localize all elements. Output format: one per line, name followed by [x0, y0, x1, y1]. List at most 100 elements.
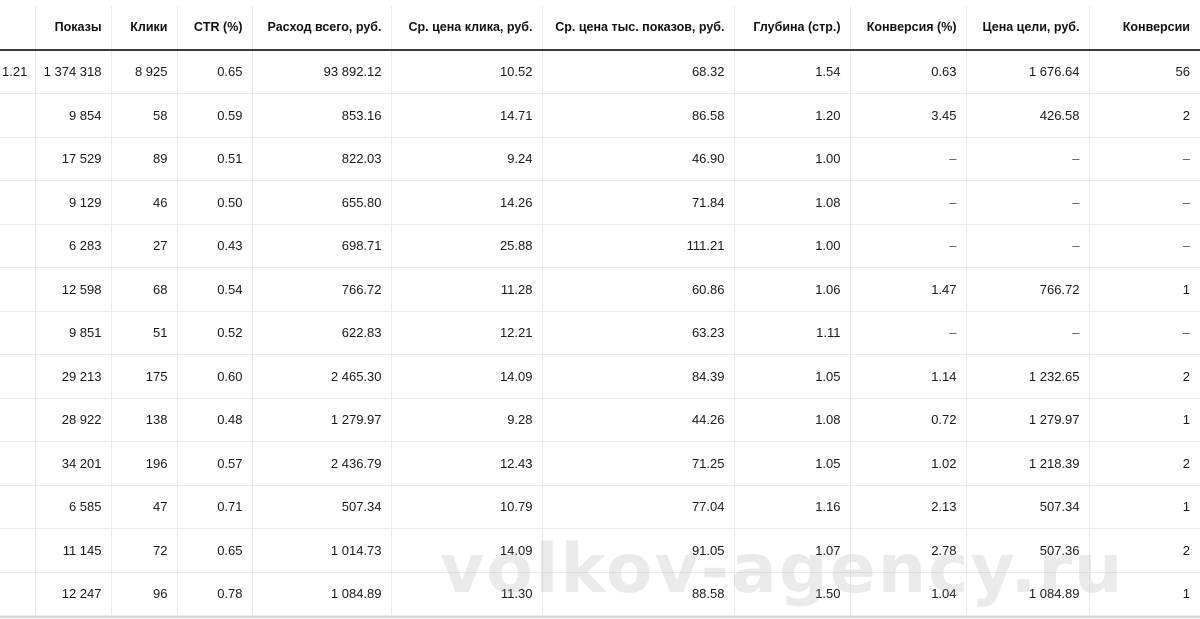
table-cell: – — [850, 311, 967, 355]
table-cell: 1 232.65 — [966, 354, 1090, 399]
table-cell: 9 851 — [35, 311, 112, 355]
totals-cell: 68.32 — [542, 49, 735, 94]
table-cell: 0.51 — [177, 137, 253, 181]
table-cell: 1.07 — [734, 528, 851, 573]
column-header[interactable]: Расход всего, руб. — [252, 6, 392, 51]
table-cell: 1.08 — [734, 398, 851, 442]
table-cell: 63.23 — [542, 311, 735, 355]
totals-cell: 1.21 — [0, 49, 36, 94]
table-cell: 71.25 — [542, 441, 735, 486]
table-cell: 84.39 — [542, 354, 735, 399]
table-row: 12 247 96 0.78 1 084.89 11.30 88.58 1.50 1.04 1 … — [0, 572, 1200, 616]
table-cell: 47 — [111, 485, 178, 529]
column-header[interactable]: Цена цели, руб. — [966, 6, 1090, 51]
table-cell: 2 — [1089, 354, 1200, 399]
table-cell: – — [850, 224, 967, 268]
column-header[interactable]: Показы — [35, 6, 112, 51]
table-cell: 1 218.39 — [966, 441, 1090, 486]
table-cell: – — [850, 137, 967, 181]
table-cell: 1 — [1089, 572, 1200, 616]
table-row: 17 529 89 0.51 822.03 9.24 46.90 1.00– – – — [0, 137, 1200, 181]
table-cell: 44.26 — [542, 398, 735, 442]
column-header[interactable]: Глубина (стр.) — [734, 6, 851, 51]
table-cell: 3.45 — [850, 93, 967, 138]
table-cell: 9.28 — [391, 398, 543, 442]
table-cell: – — [1089, 180, 1200, 225]
column-header[interactable]: Клики — [111, 6, 178, 51]
table-cell: 1.06 — [734, 267, 851, 312]
table-row: 12 598 68 0.54 766.72 11.28 60.86 1.06 1.47 766.… — [0, 267, 1200, 312]
table-cell: 72 — [111, 528, 178, 573]
table-cell: 1.00 — [734, 137, 851, 181]
totals-row: 1.21 1 374 318 8 925 0.65 93 892.12 10.52 68.3… — [0, 49, 1200, 94]
table-cell: 1.20 — [734, 93, 851, 138]
table-cell: 0.72 — [850, 398, 967, 442]
column-header[interactable]: Конверсия (%) — [850, 6, 967, 51]
table-cell: 111.21 — [542, 224, 735, 268]
table-cell: 0.60 — [177, 354, 253, 399]
table-cell: – — [1089, 311, 1200, 355]
table-cell: 175 — [111, 354, 178, 399]
table-cell: 2 — [1089, 93, 1200, 138]
table-row: 28 922 138 0.48 1 279.97 9.28 44.26 1.08 0.72 1 … — [0, 398, 1200, 442]
column-header[interactable]: Ср. цена клика, руб. — [391, 6, 543, 51]
table-cell: 28 922 — [35, 398, 112, 442]
table-cell: 88.58 — [542, 572, 735, 616]
table-cell: 1 084.89 — [966, 572, 1090, 616]
table-cell: – — [966, 224, 1090, 268]
table-cell: 91.05 — [542, 528, 735, 573]
table-cell: 1 279.97 — [252, 398, 392, 442]
table-cell: 0.78 — [177, 572, 253, 616]
totals-cell: 56 — [1089, 49, 1200, 94]
column-header[interactable]: CTR (%) — [177, 6, 253, 51]
table-cell: 1.04 — [850, 572, 967, 616]
table-cell — [0, 485, 36, 529]
table-cell: 1.05 — [734, 441, 851, 486]
table-cell: 138 — [111, 398, 178, 442]
table-cell: 60.86 — [542, 267, 735, 312]
table-cell: 0.59 — [177, 93, 253, 138]
table-cell: 1 — [1089, 267, 1200, 312]
totals-cell: 1.54 — [734, 49, 851, 94]
table-cell: 9 854 — [35, 93, 112, 138]
table-cell: 6 283 — [35, 224, 112, 268]
totals-cell: 8 925 — [111, 49, 178, 94]
table-cell: 96 — [111, 572, 178, 616]
table-cell: 12 598 — [35, 267, 112, 312]
table-cell: 86.58 — [542, 93, 735, 138]
table-cell: 2 — [1089, 441, 1200, 486]
column-header[interactable]: Ср. цена тыс. показов, руб. — [542, 6, 735, 51]
table-cell: 1.11 — [734, 311, 851, 355]
table-row: 34 201 196 0.57 2 436.79 12.43 71.25 1.05 1.02 1… — [0, 441, 1200, 486]
totals-cell: 93 892.12 — [252, 49, 392, 94]
header-row: Показы Клики CTR (%) Расход всего, руб. Ср. … — [0, 6, 1200, 51]
table-cell — [0, 93, 36, 138]
table-cell: 0.48 — [177, 398, 253, 442]
table-cell: 1.47 — [850, 267, 967, 312]
table-cell: 0.54 — [177, 267, 253, 312]
table-cell: 46.90 — [542, 137, 735, 181]
table-cell: 10.79 — [391, 485, 543, 529]
table-cell: 1.02 — [850, 441, 967, 486]
table-cell: 6 585 — [35, 485, 112, 529]
totals-cell: 0.63 — [850, 49, 967, 94]
column-header[interactable]: Конверсии — [1089, 6, 1200, 51]
table-cell: 34 201 — [35, 441, 112, 486]
table-cell: 1.16 — [734, 485, 851, 529]
table-cell: 2 465.30 — [252, 354, 392, 399]
table-row: 6 585 47 0.71 507.34 10.79 77.04 1.16 2.13 507.3… — [0, 485, 1200, 529]
table-cell: 68 — [111, 267, 178, 312]
table-cell: 1 — [1089, 398, 1200, 442]
totals-cell: 10.52 — [391, 49, 543, 94]
table-row: 29 213 175 0.60 2 465.30 14.09 84.39 1.05 1.14 1… — [0, 354, 1200, 399]
table-bottom-border — [0, 616, 1200, 618]
table-cell: 507.34 — [252, 485, 392, 529]
table-cell: 9.24 — [391, 137, 543, 181]
table-cell: 0.71 — [177, 485, 253, 529]
totals-cell: 0.65 — [177, 49, 253, 94]
table-row: 9 851 51 0.52 622.83 12.21 63.23 1.11– – – — [0, 311, 1200, 355]
table-cell: 1 084.89 — [252, 572, 392, 616]
table-cell: 766.72 — [966, 267, 1090, 312]
table-cell — [0, 398, 36, 442]
column-header[interactable] — [0, 6, 36, 51]
